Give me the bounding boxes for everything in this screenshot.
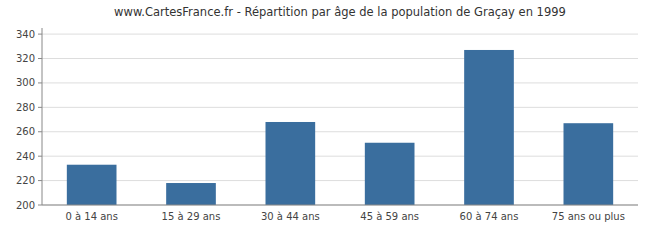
grid-line xyxy=(42,58,638,59)
grid-line xyxy=(42,205,638,206)
y-tick xyxy=(38,205,42,206)
bars xyxy=(67,50,613,205)
y-tick-label: 260 xyxy=(16,126,35,137)
bar xyxy=(365,143,415,205)
bar xyxy=(464,50,514,205)
bar xyxy=(564,123,614,205)
x-tick-label: 30 à 44 ans xyxy=(261,211,320,222)
x-tick-label: 15 à 29 ans xyxy=(162,211,221,222)
y-tick-label: 280 xyxy=(16,102,35,113)
x-tick-label: 45 à 59 ans xyxy=(360,211,419,222)
y-tick-label: 220 xyxy=(16,175,35,186)
y-tick xyxy=(38,131,42,132)
grid xyxy=(42,34,638,205)
chart-container: www.CartesFrance.fr - Répartition par âg… xyxy=(0,0,650,229)
x-tick-label: 0 à 14 ans xyxy=(65,211,117,222)
y-tick-label: 200 xyxy=(16,200,35,211)
grid-line xyxy=(42,107,638,108)
y-tick xyxy=(38,34,42,35)
y-tick-label: 240 xyxy=(16,151,35,162)
y-axis: 200 220 240 260 280 300 320 340 xyxy=(16,28,42,211)
x-axis-line xyxy=(42,205,638,206)
y-tick xyxy=(38,58,42,59)
chart-svg: www.CartesFrance.fr - Répartition par âg… xyxy=(0,0,650,229)
grid-line xyxy=(42,131,638,132)
y-tick xyxy=(38,180,42,181)
grid-line xyxy=(42,34,638,35)
y-tick xyxy=(38,156,42,157)
bar xyxy=(67,165,117,205)
x-tick-label: 60 à 74 ans xyxy=(460,211,519,222)
y-tick-label: 340 xyxy=(16,29,35,40)
bar xyxy=(166,183,216,205)
y-tick-label: 300 xyxy=(16,77,35,88)
y-tick xyxy=(38,82,42,83)
grid-line xyxy=(42,180,638,181)
x-axis: 0 à 14 ans 15 à 29 ans 30 à 44 ans 45 à 59 … xyxy=(65,211,624,222)
bar xyxy=(266,122,316,205)
grid-line xyxy=(42,82,638,83)
y-tick xyxy=(38,107,42,108)
y-tick-label: 320 xyxy=(16,53,35,64)
grid-line xyxy=(42,156,638,157)
y-axis-line xyxy=(42,28,43,205)
chart-title: www.CartesFrance.fr - Répartition par âg… xyxy=(114,5,566,19)
x-tick-label: 75 ans ou plus xyxy=(552,211,625,222)
